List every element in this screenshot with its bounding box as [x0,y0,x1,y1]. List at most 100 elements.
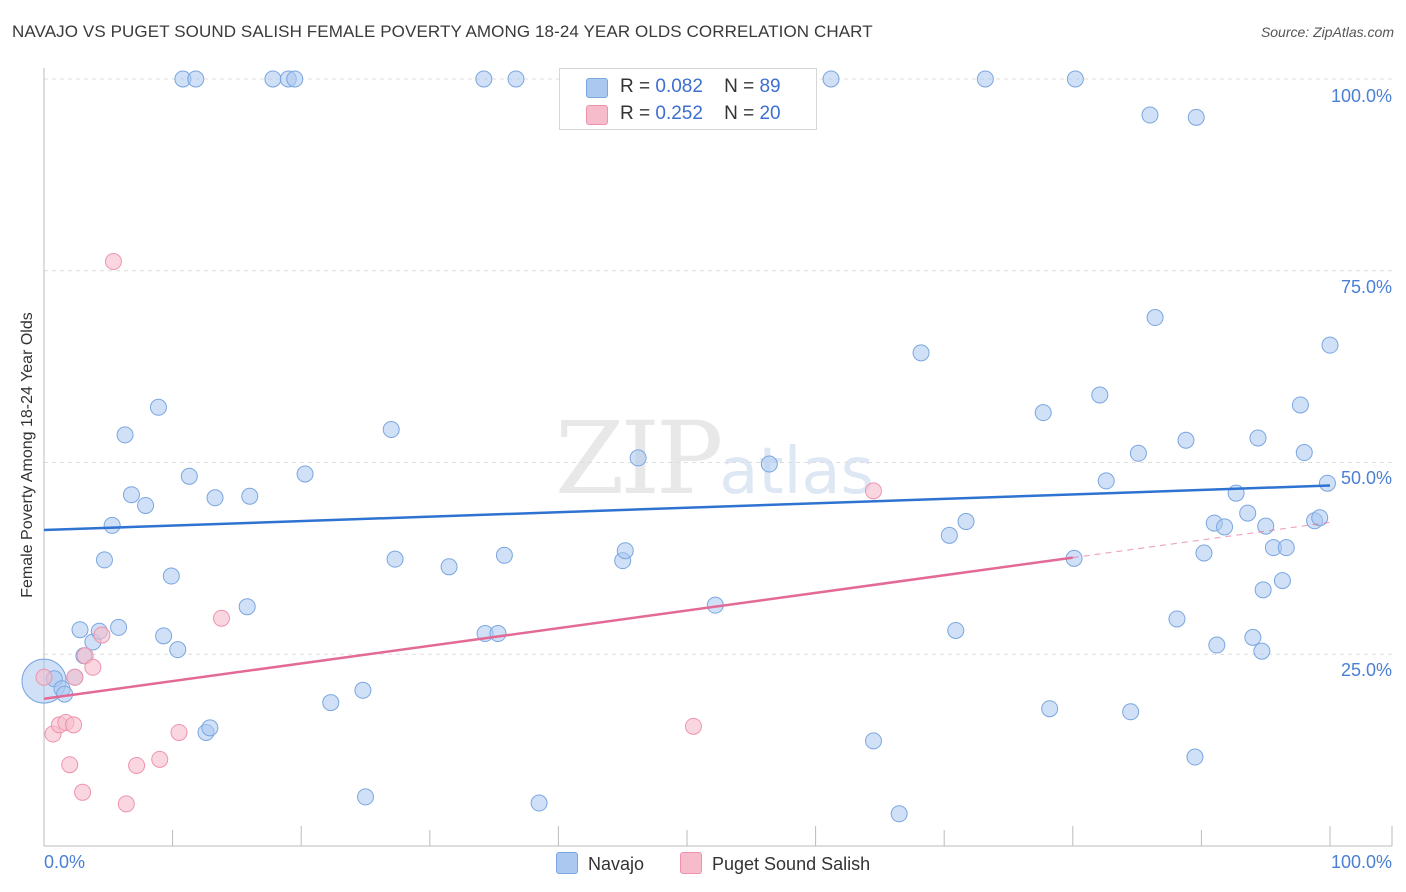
navajo-point [1244,628,1262,646]
navajo-point [1254,581,1272,599]
axes [43,68,1393,847]
navajo-point [1122,703,1140,721]
navajo-point [201,719,219,737]
salish-point [117,795,135,813]
navajo-point [296,465,314,483]
navajo-point [1208,636,1226,654]
salish-trend-line [43,556,1073,700]
navajo-point [947,621,965,639]
navajo-point [1034,404,1052,422]
correlation-legend: R = 0.082 N = 89 R = 0.252 N = 20 [559,68,817,130]
navajo-point [475,70,493,88]
salish-point [74,783,92,801]
salish-point [684,717,702,735]
navajo-point [354,681,372,699]
bottom-navajo-swatch [556,852,578,874]
salish-swatch [586,105,608,125]
salish-point [35,668,53,686]
navajo-point [440,558,458,576]
salish-point [66,668,84,686]
navajo-point [264,70,282,88]
navajo-point [1216,518,1234,536]
zipatlas-watermark: ZIPatlas [555,400,874,517]
salish-point [170,723,188,741]
navajo-point [1318,474,1336,492]
salish-point [84,658,102,676]
salish-point [93,626,111,644]
navajo-point [1253,642,1271,660]
bottom-legend-salish: Puget Sound Salish [680,852,870,875]
navajo-point [495,546,513,564]
navajo-point [1273,572,1291,590]
y-tick-label-100: 100.0% [1330,86,1392,106]
salish-point [65,716,83,734]
navajo-r-label: R = [620,76,651,97]
navajo-point [241,487,259,505]
y-axis-label: Female Poverty Among 18-24 Year Olds [19,312,36,598]
navajo-point [822,70,840,88]
navajo-point [162,567,180,585]
navajo-r-value: 0.082 [655,76,703,97]
navajo-point [864,732,882,750]
salish-point [128,756,146,774]
salish-point [864,482,882,500]
navajo-n-label: N = [724,76,755,97]
bottom-salish-swatch [680,852,702,874]
navajo-point [382,421,400,439]
navajo-point [940,526,958,544]
navajo-point [1129,444,1147,462]
trend-lines [43,484,1331,700]
salish-point [151,750,169,768]
navajo-point [1321,336,1339,354]
navajo-point [1186,748,1204,766]
navajo-point [122,486,140,504]
navajo-n-value: 89 [759,76,781,97]
navajo-point [629,449,647,467]
navajo-point [206,489,224,507]
navajo-point [1141,106,1159,124]
navajo-point [169,641,187,659]
salish-stats: R = 0.252 N = 20 [620,103,781,125]
navajo-point [957,513,975,531]
navajo-point [386,550,404,568]
navajo-point [357,788,374,806]
navajo-point [760,455,778,473]
navajo-point [1187,108,1205,126]
navajo-point [489,625,507,643]
navajo-point [890,805,908,823]
salish-r-label: R = [620,103,651,124]
salish-point [104,253,122,271]
navajo-point [912,344,930,362]
navajo-point [95,551,113,569]
navajo-point [286,70,304,88]
y-tick-label-75: 75.0% [1340,277,1392,297]
x-tick-label-100: 100.0% [1330,852,1392,872]
bottom-salish-label: Puget Sound Salish [712,854,871,874]
y-tick-label-50: 50.0% [1340,468,1392,488]
navajo-point [238,598,256,616]
navajo-point [507,70,525,88]
salish-point [212,609,230,627]
navajo-trend-line [43,484,1331,532]
navajo-point [1168,610,1186,628]
x-tick-label-0: 0.0% [44,852,86,872]
navajo-point [1311,509,1329,527]
navajo-point [116,426,134,444]
salish-point [61,756,79,774]
navajo-point [530,794,548,812]
navajo-point [1295,444,1313,462]
y-tick-label-25: 25.0% [1340,660,1392,680]
navajo-point [1277,539,1295,557]
navajo-point [1146,309,1164,327]
navajo-point [322,694,340,712]
navajo-point [1177,431,1195,449]
navajo-point [1066,70,1084,88]
navajo-point [180,467,198,485]
navajo-point [616,542,634,560]
navajo-point [187,70,205,88]
watermark-atlas: atlas [719,435,874,509]
navajo-point [1041,700,1059,718]
navajo-point [1291,396,1309,414]
navajo-point [110,618,128,636]
